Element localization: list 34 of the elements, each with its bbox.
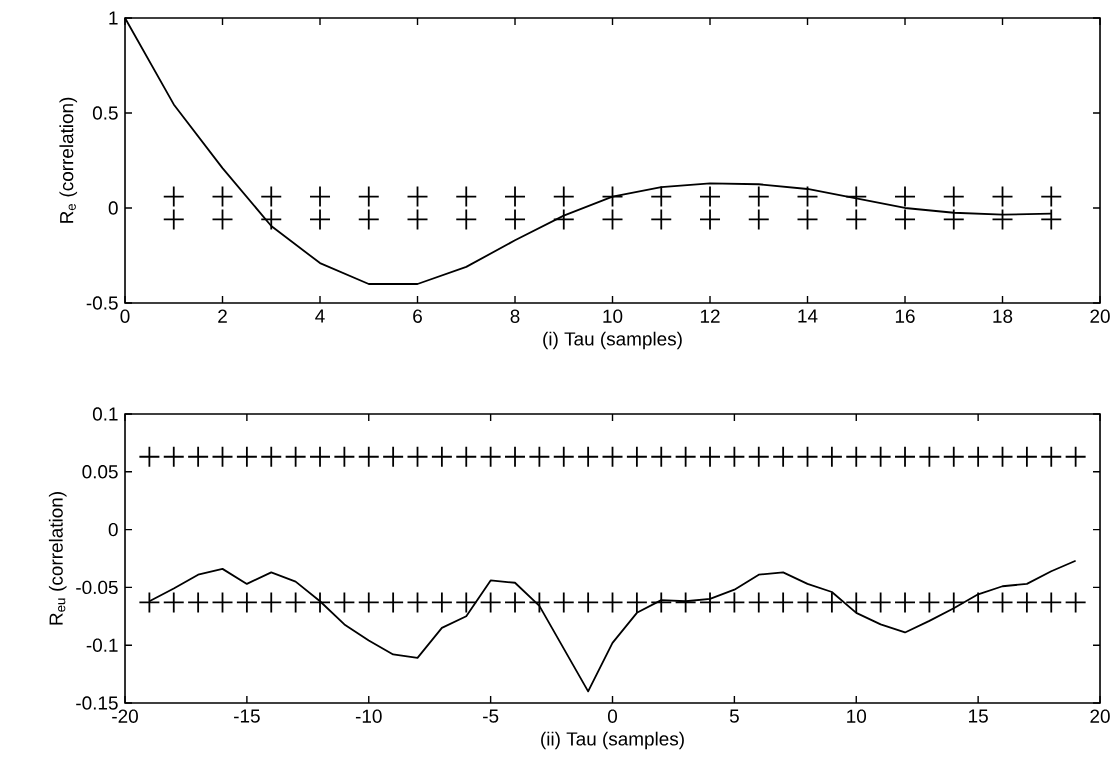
x-axis-title: (ii) Tau (samples) — [541, 731, 684, 750]
x-tick-label: -15 — [234, 709, 260, 723]
y-tick-label: 0.05 — [82, 465, 118, 479]
x-tick-label: 8 — [510, 309, 520, 323]
y-tick-label: -0.15 — [76, 696, 118, 710]
y-tick-label: -0.1 — [86, 638, 118, 652]
x-tick-label: -5 — [483, 709, 499, 723]
x-tick-label: 10 — [603, 309, 623, 323]
y-tick-label: 1 — [109, 11, 118, 25]
y-tick-label: 0 — [108, 522, 118, 537]
x-tick-label: 12 — [700, 309, 720, 323]
x-tick-label: 5 — [729, 709, 739, 723]
x-tick-label: -20 — [112, 709, 138, 723]
x-tick-label: 10 — [847, 709, 867, 723]
y-tick-label: 0 — [108, 201, 118, 215]
x-tick-label: 18 — [993, 309, 1013, 323]
y-tick-label: 0.1 — [92, 407, 118, 421]
x-tick-label: 16 — [895, 309, 915, 323]
y-axis-title: R$_{eu}$ (correlation) — [48, 492, 67, 625]
x-tick-label: 15 — [969, 709, 988, 723]
x-tick-label: 0 — [607, 709, 618, 723]
y-tick-label: 0.5 — [92, 106, 118, 120]
x-tick-label: 20 — [1090, 709, 1110, 723]
x-axis-title: (i) Tau (samples) — [543, 331, 682, 350]
x-tick-label: 20 — [1090, 309, 1110, 323]
y-axis-title: R$_{e}$ (correlation) — [59, 97, 78, 223]
x-tick-label: 4 — [315, 309, 325, 323]
y-tick-label: -0.5 — [86, 296, 118, 310]
x-tick-label: 14 — [798, 309, 818, 323]
y-tick-label: -0.05 — [76, 580, 118, 595]
x-tick-label: 0 — [120, 309, 130, 323]
x-tick-label: 2 — [218, 309, 227, 323]
x-tick-label: -10 — [355, 709, 382, 723]
x-tick-label: 6 — [413, 309, 422, 323]
